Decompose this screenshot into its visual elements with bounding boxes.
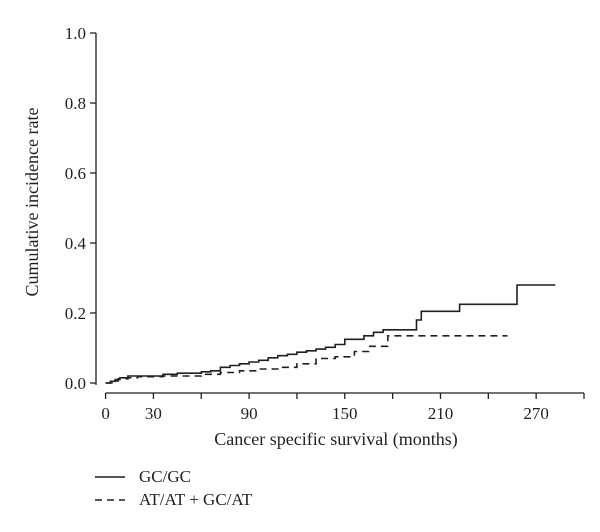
x-tick-label: 0	[101, 404, 110, 423]
x-tick-label: 150	[332, 404, 358, 423]
y-tick-label: 0.6	[65, 164, 86, 183]
series-line-dashed	[105, 335, 508, 384]
legend-label-gc-gc: GC/GC	[139, 467, 191, 486]
legend-label-at-at-gc-at: AT/AT + GC/AT	[139, 490, 253, 509]
y-tick-label: 0.0	[65, 374, 86, 393]
x-axis-title: Cancer specific survival (months)	[214, 429, 457, 450]
y-tick-label: 0.2	[65, 304, 86, 323]
y-axis-title: Cumulative incidence rate	[22, 108, 42, 297]
series-layer	[105, 284, 556, 384]
y-tick-label: 0.8	[65, 94, 86, 113]
legend: GC/GC AT/AT + GC/AT	[95, 467, 253, 509]
axes: 0.0 0.2 0.4 0.6 0.8 1.0 0 30 90 150 210 270	[65, 24, 585, 423]
x-tick-label: 30	[145, 404, 162, 423]
y-tick-label: 0.4	[65, 234, 87, 253]
x-tick-label: 90	[241, 404, 258, 423]
y-tick-label: 1.0	[65, 24, 86, 43]
series-line-solid	[105, 284, 556, 384]
x-tick-label: 210	[428, 404, 454, 423]
x-tick-label: 270	[523, 404, 549, 423]
